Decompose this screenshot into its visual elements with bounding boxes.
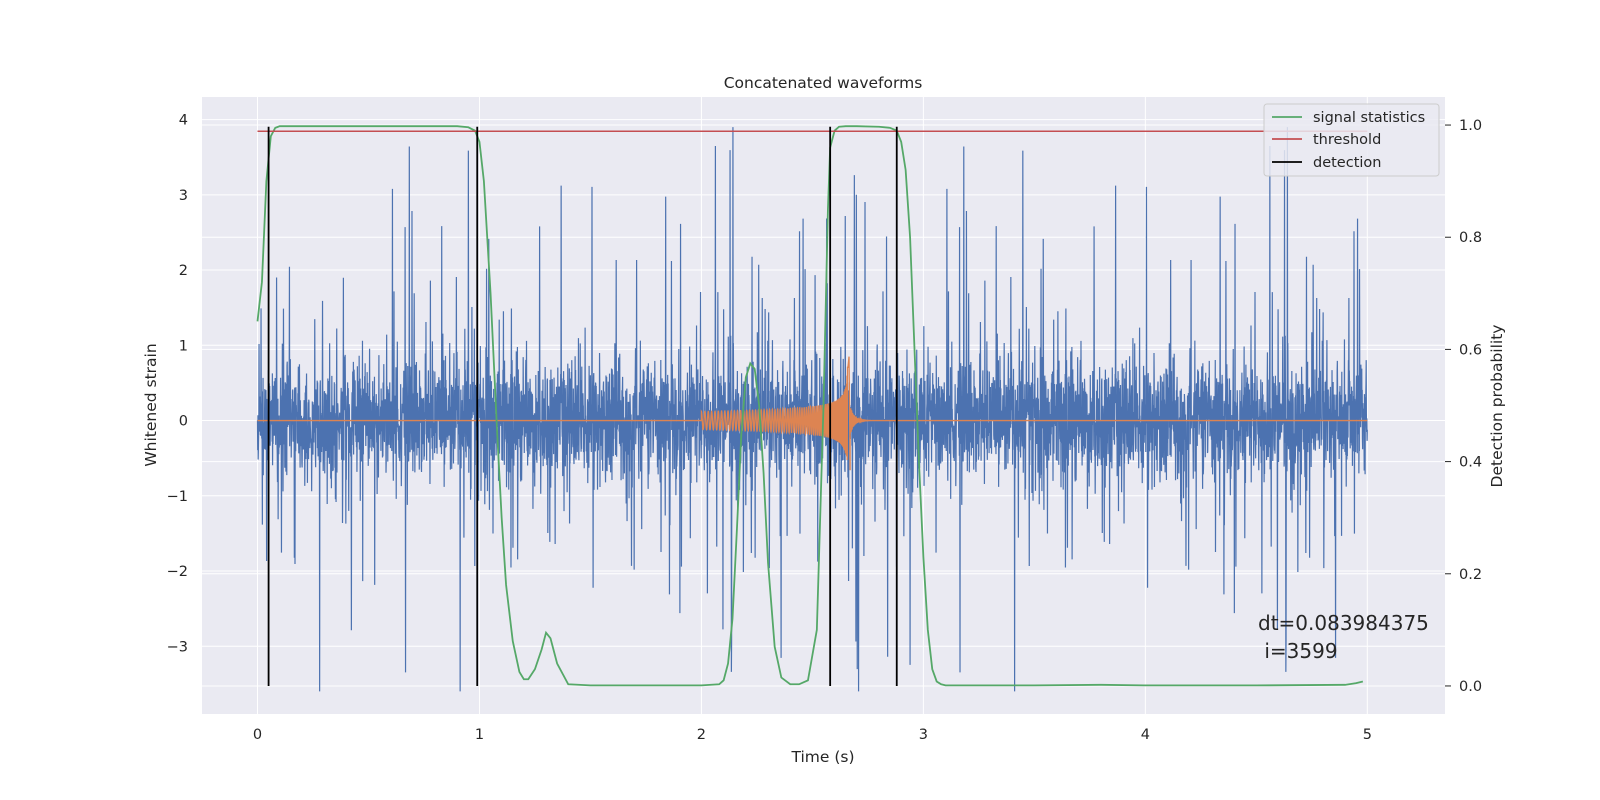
y2-tick-label: 0.4 [1459,455,1482,471]
signal-statistics-line [256,125,1364,687]
x-tick-label: 5 [1363,727,1372,743]
legend-label-threshold: threshold [1313,132,1381,148]
chart-title: Concatenated waveforms [724,74,923,92]
y-tick-label: 2 [179,263,188,279]
detection-lines [267,126,898,686]
y-tick-label: 4 [179,113,188,129]
y2-axis-label: Detection probability [1488,325,1506,488]
x-tick-label: 2 [697,727,706,743]
x-tick-label: 4 [1141,727,1150,743]
y-tick-label: 1 [179,338,188,354]
y-axis-label: Whitened strain [142,343,160,466]
axis-ticks: 0 1 2 3 4 5 −3 −2 −1 0 1 2 3 4 0.0 0.2 0.4 0.6 0.8 1.0 [167,113,1482,743]
y2-tick-label: 1.0 [1459,118,1482,134]
y-tick-label: −1 [167,489,188,505]
x-tick-label: 0 [253,727,262,743]
y2-tick-label: 0.2 [1459,567,1482,583]
x-tick-label: 1 [475,727,484,743]
y-tick-label: −3 [167,639,188,655]
legend-label-signal-statistics: signal statistics [1313,110,1425,126]
x-tick-label: 3 [919,727,928,743]
x-axis-label: Time (s) [790,748,854,766]
legend-label-detection: detection [1313,155,1381,171]
dt-annotation: dt=0.083984375 i=3599 [1258,611,1429,663]
y2-tick-label: 0.0 [1459,679,1482,695]
y-tick-label: 0 [179,414,188,430]
annotation-line: dt=0.083984375 [1258,611,1429,635]
annotation-line: i=3599 [1258,639,1338,663]
y2-tick-label: 0.8 [1459,230,1482,246]
y2-tick-label: 0.6 [1459,342,1482,358]
legend: signal statistics threshold detection [1263,103,1440,177]
y-tick-label: 3 [179,188,188,204]
legend-box [1263,103,1440,177]
plot-layer [256,125,1368,692]
injected-waveform-line [257,356,1368,471]
y-tick-label: −2 [167,564,188,580]
